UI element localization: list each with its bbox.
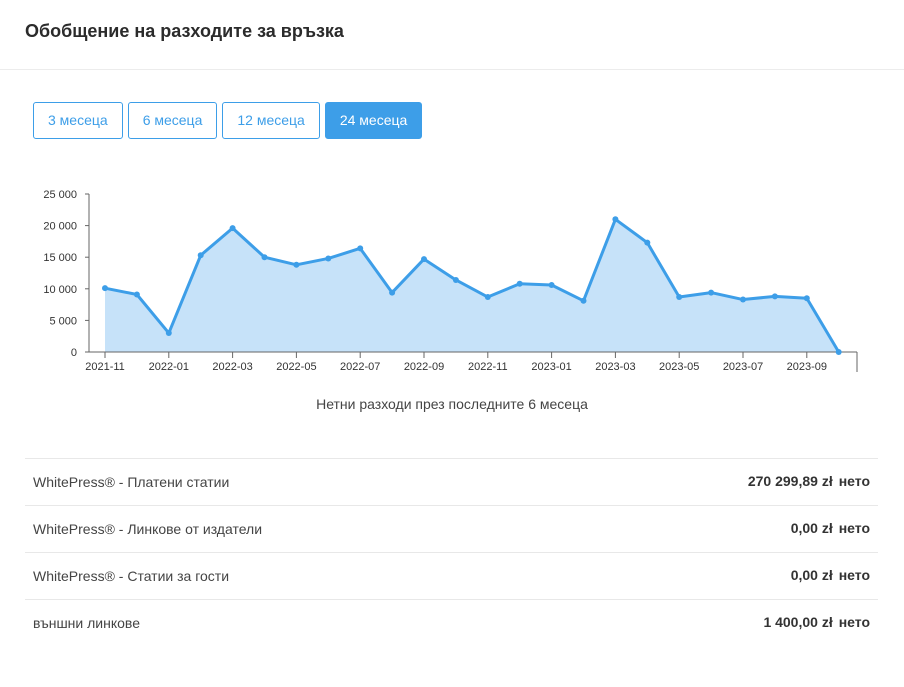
row-value: 0,00 zł [790,567,833,583]
data-point [452,276,459,283]
tab-3-months[interactable]: 3 месеца [33,102,123,139]
row-suffix: нето [838,520,870,536]
row-suffix: нето [838,567,870,583]
data-point [708,289,715,296]
data-point [516,280,523,287]
page-header: Обобщение на разходите за връзка [0,0,904,70]
row-suffix: нето [838,473,870,489]
y-tick-label: 10 000 [43,284,77,296]
data-point [835,349,842,355]
data-point [165,330,172,337]
data-point [421,256,427,263]
data-point [197,252,204,259]
series-line [104,217,840,353]
data-point [803,295,810,302]
data-point [644,239,651,246]
row-value: 270 299,89 zł [747,473,833,489]
summary-row-external-links: външни линкове 1 400,00 zł нето [25,599,878,646]
data-point [580,297,587,304]
y-tick-label: 5 000 [49,315,77,327]
row-value: 0,00 zł [790,520,833,536]
chart-caption: Нетни разходи през последните 6 месеца [316,396,588,412]
y-tick-label: 20 000 [43,221,77,233]
x-tick-label: 2022-07 [340,361,380,373]
x-tick-label: 2023-09 [787,361,827,373]
row-suffix: нето [838,614,870,630]
page-title: Обобщение на разходите за връзка [25,21,344,41]
data-point [548,282,555,289]
y-tick-label: 15 000 [43,252,77,264]
data-point [771,293,778,300]
x-tick-label: 2023-01 [531,361,571,373]
data-point [325,255,332,262]
row-label: WhitePress® - Линкове от издатели [33,521,263,537]
data-point [293,261,300,268]
tab-12-months[interactable]: 12 месеца [222,102,320,139]
x-tick-label: 2022-09 [404,361,444,373]
series-area [105,219,839,352]
data-point [676,294,683,301]
summary-row-guest-articles: WhitePress® - Статии за гости 0,00 zł нет… [25,552,878,599]
data-point [133,291,140,298]
row-label: външни линкове [33,615,140,631]
data-point [261,254,268,261]
y-tick-label: 25 000 [43,189,77,201]
data-point [229,225,236,232]
x-tick-label: 2021-11 [85,361,125,373]
summary-row-publisher-links: WhitePress® - Линкове от издатели 0,00 z… [25,505,878,552]
tab-6-months[interactable]: 6 месеца [127,102,218,139]
x-tick-label: 2022-05 [276,361,316,373]
period-tabs: 3 месеца 6 месеца 12 месеца 24 месеца [33,102,423,139]
data-point [102,285,108,292]
y-tick-label: 0 [71,347,77,359]
cost-summary-table: WhitePress® - Платени статии 270 299,89 … [25,458,878,646]
x-tick-label: 2022-01 [149,361,189,373]
data-point [740,296,746,303]
row-label: WhitePress® - Статии за гости [33,568,230,584]
data-point [484,294,491,301]
data-point [357,245,364,252]
row-label: WhitePress® - Платени статии [33,474,230,490]
data-point [389,289,396,296]
data-point [612,216,619,223]
cost-area-chart: 0 5 000 10 000 15 000 20 000 25 000 2021-11 202… [43,189,858,373]
x-tick-label: 2022-03 [212,361,252,373]
tab-24-months[interactable]: 24 месеца [324,102,423,139]
row-value: 1 400,00 zł [763,614,833,630]
x-tick-label: 2023-05 [659,361,699,373]
x-tick-label: 2023-07 [723,361,763,373]
x-tick-label: 2023-03 [595,361,635,373]
x-tick-label: 2022-11 [468,361,508,373]
summary-row-paid-articles: WhitePress® - Платени статии 270 299,89 … [25,458,878,505]
